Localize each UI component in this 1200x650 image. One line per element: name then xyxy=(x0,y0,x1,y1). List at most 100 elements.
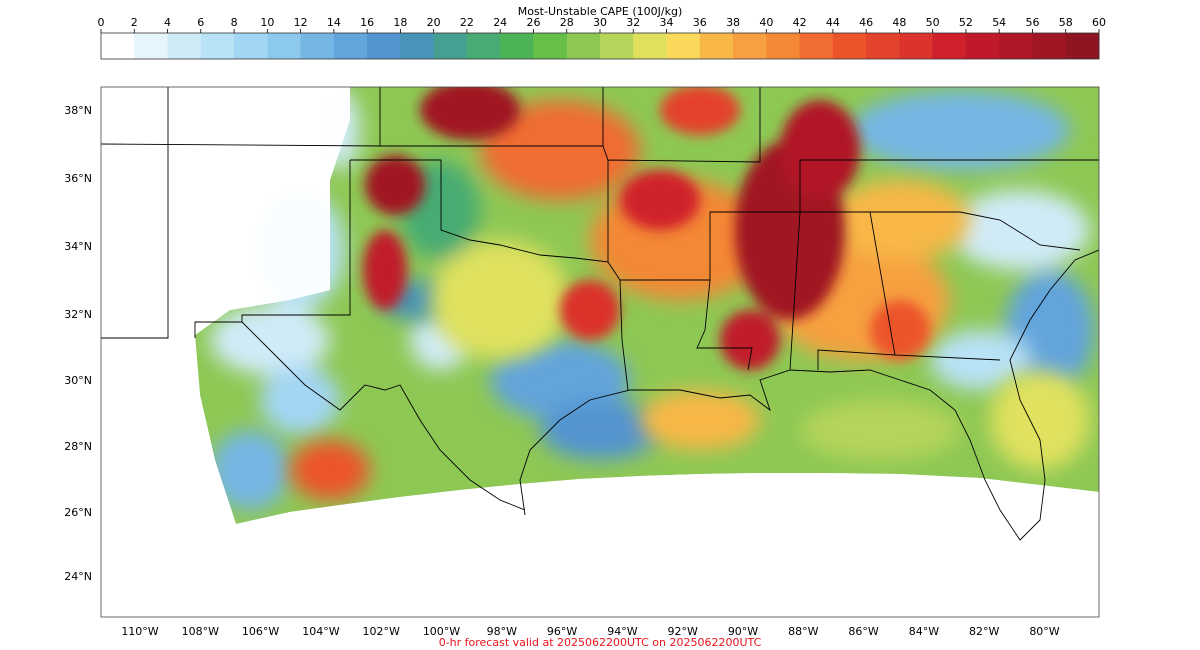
gulf-coastline xyxy=(519,249,1099,541)
colorbar-cell xyxy=(633,33,668,59)
colorbar-cell xyxy=(533,33,568,59)
forecast-valid-caption: 0-hr forecast valid at 2025062200UTC on … xyxy=(438,636,762,649)
latitude-label: 38°N xyxy=(64,104,92,117)
cape-field xyxy=(101,87,1099,617)
colorbar-tick-label: 10 xyxy=(260,16,274,29)
latitude-label: 32°N xyxy=(64,308,92,321)
colorbar-cell xyxy=(733,33,767,59)
colorbar-tick-label: 48 xyxy=(892,16,906,29)
colorbar-cells xyxy=(101,33,1100,59)
longitude-label: 100°W xyxy=(423,625,460,638)
latitude-labels: 38°N 36°N 34°N 32°N 30°N 28°N 26°N 24°N xyxy=(64,104,92,583)
colorbar-tick-label: 32 xyxy=(626,16,640,29)
map-frame xyxy=(100,86,1100,618)
longitude-label: 88°W xyxy=(788,625,818,638)
colorbar-cell xyxy=(600,33,634,59)
colorbar-tick-label: 22 xyxy=(460,16,474,29)
colorbar-tick-label: 30 xyxy=(593,16,607,29)
latitude-label: 36°N xyxy=(64,172,92,185)
colorbar-tick-label: 2 xyxy=(131,16,138,29)
colorbar-cell xyxy=(200,33,235,59)
colorbar-cell xyxy=(899,33,934,59)
colorbar-cell xyxy=(1032,33,1067,59)
colorbar-cell xyxy=(300,33,335,59)
cape-high-zones xyxy=(363,87,930,370)
colorbar-cell xyxy=(333,33,368,59)
colorbar-cell xyxy=(167,33,202,59)
colorbar-tick-label: 0 xyxy=(98,16,105,29)
colorbar-tick-label: 18 xyxy=(393,16,407,29)
mexico-border xyxy=(241,321,526,511)
political-boundaries xyxy=(101,87,1099,541)
colorbar-cell xyxy=(932,33,967,59)
latitude-label: 34°N xyxy=(64,240,92,253)
latitude-label: 28°N xyxy=(64,440,92,453)
colorbar-title: Most-Unstable CAPE (100J/kg) xyxy=(518,5,683,18)
latitude-label: 26°N xyxy=(64,506,92,519)
colorbar-tick-label: 34 xyxy=(660,16,674,29)
colorbar-tick-label: 60 xyxy=(1092,16,1106,29)
longitude-label: 80°W xyxy=(1029,625,1059,638)
longitude-label: 102°W xyxy=(363,625,400,638)
colorbar-tick-label: 58 xyxy=(1059,16,1073,29)
colorbar-tick-label: 24 xyxy=(493,16,507,29)
longitude-label: 86°W xyxy=(848,625,878,638)
colorbar-ticks: 0 2 4 6 8 10 12 14 16 18 20 22 24 26 28 30 32 34 36 38 40 42 4… xyxy=(98,16,1106,33)
colorbar-cell xyxy=(965,33,1000,59)
colorbar-tick-label: 16 xyxy=(360,16,374,29)
colorbar-tick-label: 26 xyxy=(526,16,540,29)
colorbar-cell xyxy=(999,33,1033,59)
colorbar-cell xyxy=(866,33,900,59)
no-data-west xyxy=(101,87,350,335)
colorbar-tick-label: 28 xyxy=(560,16,574,29)
no-data-region xyxy=(101,335,1099,617)
colorbar-tick-label: 42 xyxy=(793,16,807,29)
colorbar-cell xyxy=(699,33,734,59)
colorbar-tick-label: 40 xyxy=(759,16,773,29)
longitude-label: 98°W xyxy=(487,625,517,638)
colorbar-tick-label: 44 xyxy=(826,16,840,29)
longitude-label: 106°W xyxy=(242,625,279,638)
colorbar-tick-label: 4 xyxy=(164,16,171,29)
colorbar-cell xyxy=(101,33,135,59)
colorbar-cell xyxy=(134,33,169,59)
longitude-label: 108°W xyxy=(182,625,219,638)
colorbar-tick-label: 46 xyxy=(859,16,873,29)
colorbar-cell xyxy=(666,33,701,59)
colorbar-tick-label: 8 xyxy=(231,16,238,29)
colorbar-cell xyxy=(1065,33,1100,59)
longitude-label: 94°W xyxy=(607,625,637,638)
longitude-label: 92°W xyxy=(668,625,698,638)
longitude-labels: 110°W 108°W 106°W 104°W 102°W 100°W 98°W 96°W 94… xyxy=(121,625,1059,638)
map-panel: 38°N 36°N 34°N 32°N 30°N 28°N 26°N 24°N 110°W 10… xyxy=(64,86,1100,638)
colorbar-cell xyxy=(466,33,501,59)
colorbar-tick-label: 36 xyxy=(693,16,707,29)
longitude-label: 104°W xyxy=(302,625,339,638)
colorbar-cell xyxy=(234,33,268,59)
colorbar-tick-label: 50 xyxy=(926,16,940,29)
colorbar-cell xyxy=(832,33,867,59)
colorbar-cell xyxy=(433,33,468,59)
colorbar-tick-label: 6 xyxy=(197,16,204,29)
colorbar-cell xyxy=(500,33,534,59)
longitude-label: 110°W xyxy=(121,625,158,638)
colorbar-tick-label: 38 xyxy=(726,16,740,29)
longitude-label: 82°W xyxy=(969,625,999,638)
colorbar-cell xyxy=(566,33,601,59)
latitude-label: 30°N xyxy=(64,374,92,387)
state-lines xyxy=(101,87,1099,391)
colorbar-cell xyxy=(367,33,401,59)
colorbar-cell xyxy=(267,33,302,59)
colorbar-cell xyxy=(766,33,801,59)
colorbar-tick-label: 56 xyxy=(1025,16,1039,29)
latitude-label: 24°N xyxy=(64,570,92,583)
longitude-label: 84°W xyxy=(909,625,939,638)
colorbar-cell xyxy=(799,33,834,59)
longitude-label: 96°W xyxy=(547,625,577,638)
colorbar-tick-label: 14 xyxy=(327,16,341,29)
colorbar-tick-label: 20 xyxy=(427,16,441,29)
colorbar-tick-label: 12 xyxy=(294,16,308,29)
colorbar: Most-Unstable CAPE (100J/kg) 0 2 4 6 8 10 12 14… xyxy=(98,5,1106,60)
longitude-label: 90°W xyxy=(728,625,758,638)
